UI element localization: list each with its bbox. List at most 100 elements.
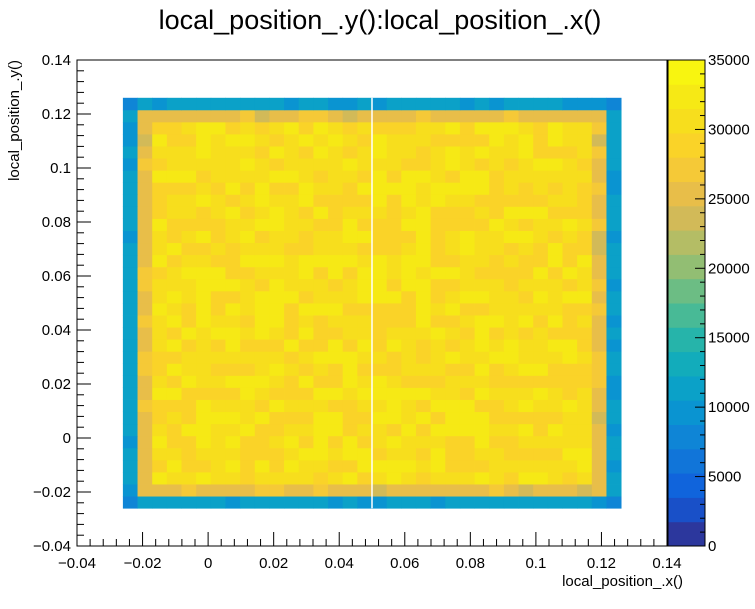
heatmap-cell bbox=[415, 146, 432, 159]
heatmap-cell bbox=[459, 254, 475, 268]
heatmap-cell bbox=[459, 484, 475, 497]
heatmap-cell bbox=[459, 218, 475, 231]
heatmap-cell bbox=[547, 411, 563, 425]
heatmap-cell bbox=[401, 266, 417, 280]
heatmap-cell bbox=[313, 375, 329, 388]
heatmap-cell bbox=[181, 97, 197, 111]
heatmap-cell bbox=[210, 218, 226, 231]
heatmap-cell bbox=[503, 423, 519, 437]
heatmap-cell bbox=[269, 327, 285, 340]
heatmap-cell bbox=[357, 182, 373, 195]
heatmap-cell bbox=[313, 315, 329, 328]
heatmap-cell bbox=[459, 399, 475, 413]
heatmap-cell bbox=[562, 170, 578, 183]
heatmap-cell bbox=[196, 387, 212, 400]
heatmap-cell bbox=[196, 194, 212, 207]
heatmap-cell bbox=[489, 194, 505, 207]
heatmap-cell bbox=[386, 206, 402, 219]
heatmap-cell bbox=[372, 230, 388, 244]
heatmap-cell bbox=[254, 230, 270, 244]
heatmap-cell bbox=[533, 182, 549, 195]
heatmap-cell bbox=[254, 411, 270, 425]
heatmap-cell bbox=[430, 218, 446, 231]
heatmap-cell bbox=[562, 447, 578, 461]
heatmap-cell bbox=[254, 109, 270, 123]
heatmap-cell bbox=[122, 303, 138, 316]
heatmap-cell bbox=[284, 170, 300, 183]
heatmap-cell bbox=[210, 435, 226, 449]
heatmap-cell bbox=[518, 242, 534, 256]
heatmap-cell bbox=[562, 327, 578, 340]
heatmap-cell bbox=[474, 327, 490, 340]
heatmap-cell bbox=[415, 363, 432, 376]
heatmap-cell bbox=[181, 242, 197, 256]
heatmap-cell bbox=[122, 387, 138, 400]
heatmap-cell bbox=[547, 339, 563, 352]
heatmap-cell bbox=[240, 327, 256, 340]
heatmap-cell bbox=[269, 435, 285, 449]
heatmap-cell bbox=[342, 496, 358, 509]
heatmap-cell bbox=[210, 266, 226, 280]
heatmap-cell bbox=[196, 315, 212, 328]
heatmap-cell bbox=[474, 290, 490, 304]
heatmap-cell bbox=[137, 170, 153, 183]
heatmap-cell bbox=[372, 471, 388, 485]
heatmap-cell bbox=[415, 206, 432, 219]
heatmap-cell bbox=[210, 303, 226, 316]
heatmap-cell bbox=[328, 230, 344, 244]
heatmap-cell bbox=[122, 471, 138, 485]
heatmap-cell bbox=[122, 423, 138, 437]
heatmap-cell bbox=[328, 327, 344, 340]
heatmap-cell bbox=[269, 218, 285, 231]
heatmap-cell bbox=[357, 375, 373, 388]
heatmap-cell bbox=[533, 327, 549, 340]
heatmap-cell bbox=[503, 290, 519, 304]
heatmap-cell bbox=[562, 109, 578, 123]
heatmap-cell bbox=[372, 327, 388, 340]
heatmap-cell bbox=[533, 266, 549, 280]
heatmap-cell bbox=[122, 230, 138, 244]
color-scale-band bbox=[668, 521, 705, 547]
heatmap-cell bbox=[401, 170, 417, 183]
heatmap-cell bbox=[196, 484, 212, 497]
heatmap-cell bbox=[284, 278, 300, 292]
heatmap-cell bbox=[591, 399, 607, 413]
heatmap-cell bbox=[357, 496, 373, 509]
heatmap-cell bbox=[342, 375, 358, 388]
heatmap-cell bbox=[401, 194, 417, 207]
heatmap-cell bbox=[298, 459, 314, 473]
heatmap-cell bbox=[210, 194, 226, 207]
heatmap-cell bbox=[415, 290, 432, 304]
heatmap-cell bbox=[342, 218, 358, 231]
heatmap-cell bbox=[122, 242, 138, 256]
color-scale-band bbox=[668, 278, 705, 304]
heatmap-cell bbox=[240, 435, 256, 449]
heatmap-cell bbox=[503, 242, 519, 256]
heatmap-cell bbox=[298, 134, 314, 147]
heatmap-cell bbox=[489, 387, 505, 400]
heatmap-cell bbox=[518, 121, 534, 135]
heatmap-cell bbox=[533, 121, 549, 135]
heatmap-cell bbox=[503, 182, 519, 195]
heatmap-cell bbox=[591, 206, 607, 219]
heatmap-cell bbox=[401, 484, 417, 497]
heatmap-cell bbox=[474, 121, 490, 135]
heatmap-cell bbox=[328, 375, 344, 388]
heatmap-cell bbox=[533, 423, 549, 437]
color-scale-band bbox=[668, 424, 705, 450]
heatmap-cell bbox=[562, 121, 578, 135]
heatmap-cell bbox=[591, 496, 607, 509]
heatmap-cell bbox=[459, 194, 475, 207]
heatmap-cell bbox=[122, 339, 138, 352]
heatmap-cell bbox=[372, 375, 388, 388]
heatmap-cell bbox=[577, 218, 593, 231]
heatmap-cell bbox=[489, 170, 505, 183]
heatmap-cell bbox=[386, 146, 402, 159]
heatmap-cell bbox=[445, 411, 461, 425]
heatmap-cell bbox=[401, 242, 417, 256]
heatmap-cell bbox=[591, 218, 607, 231]
heatmap-cell bbox=[357, 242, 373, 256]
heatmap-cell bbox=[122, 375, 138, 388]
heatmap-cell bbox=[562, 206, 578, 219]
heatmap-cell bbox=[386, 471, 402, 485]
